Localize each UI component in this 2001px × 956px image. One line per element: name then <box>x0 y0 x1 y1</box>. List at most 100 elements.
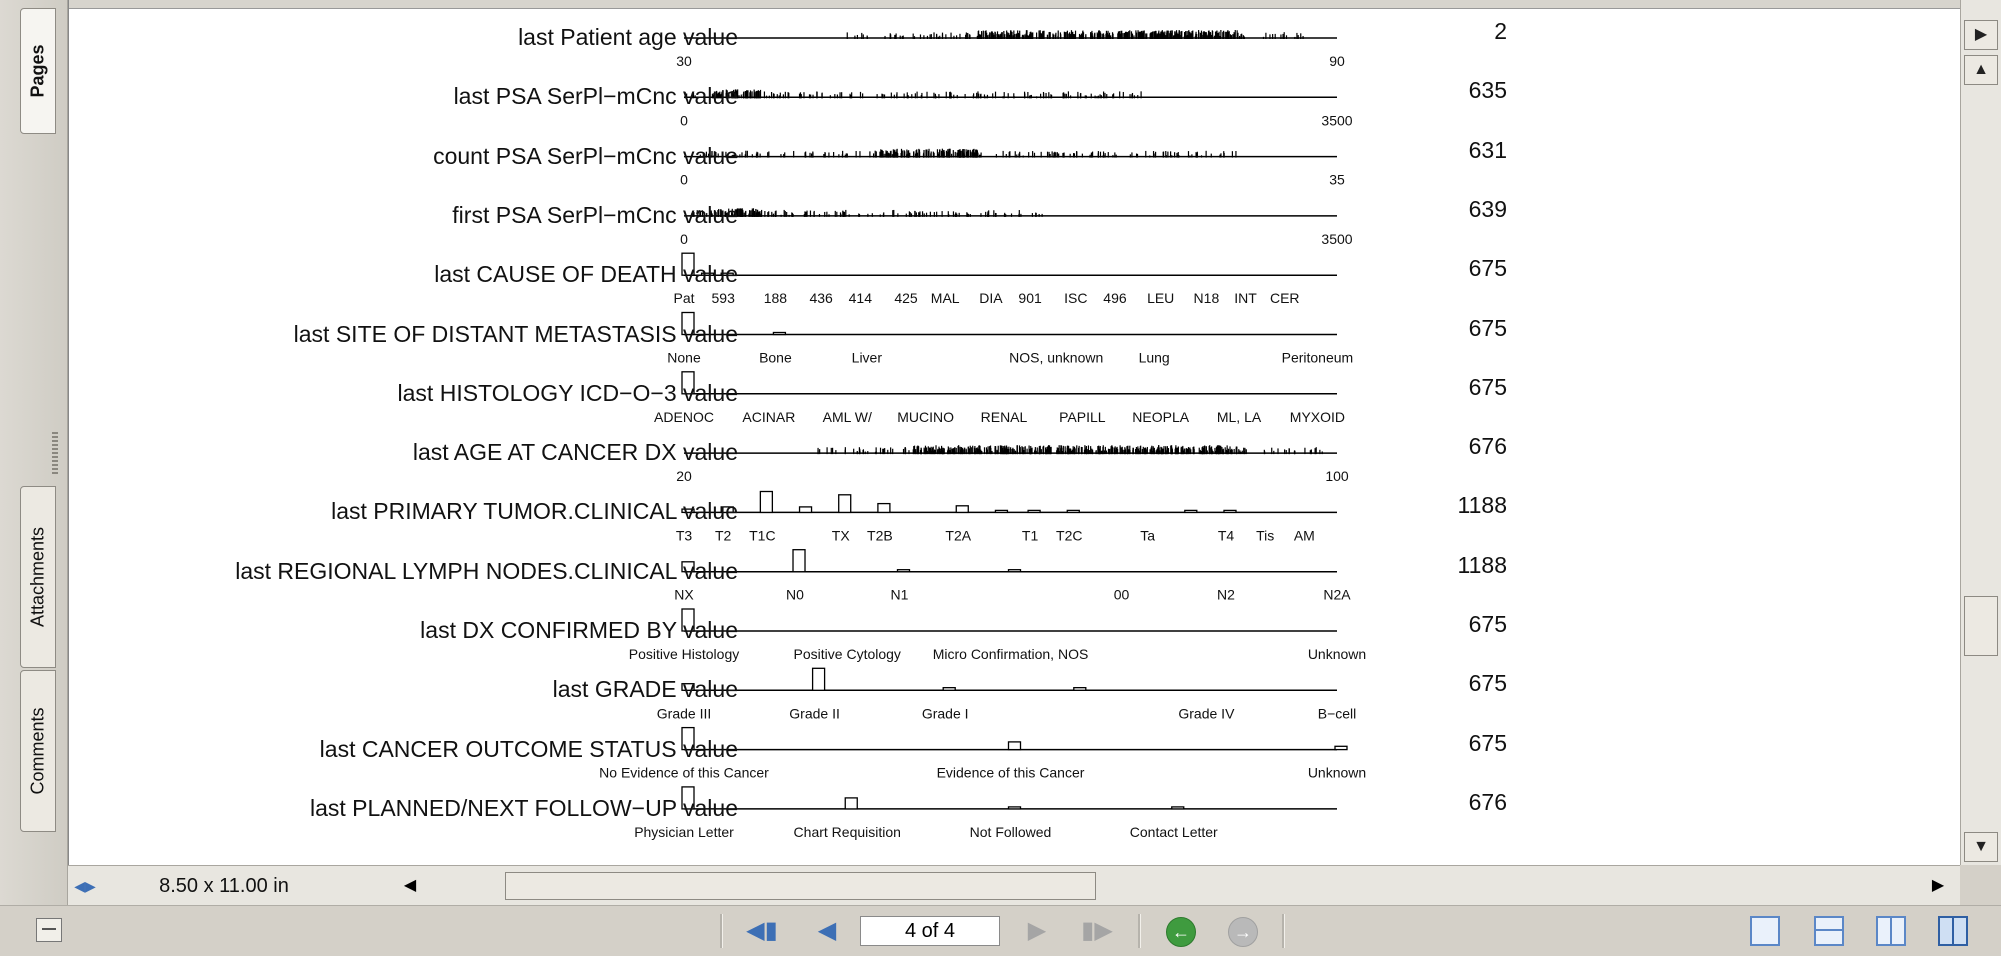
row-label: last Patient age value <box>518 24 738 50</box>
tick-label: T3 <box>676 527 693 543</box>
tick-label: 188 <box>764 290 788 306</box>
scroll-down-button[interactable]: ▼ <box>1964 832 1998 862</box>
tick-label: ACINAR <box>742 409 795 425</box>
tick-label: N2A <box>1323 587 1351 603</box>
page-number-field[interactable]: 4 of 4 <box>860 916 1000 946</box>
frequency-bar <box>720 506 734 514</box>
frequency-bar <box>1171 806 1185 810</box>
tick-label: MYXOID <box>1290 409 1345 425</box>
frequency-bar <box>1007 569 1022 573</box>
row-label: last HISTOLOGY ICD−O−3 value <box>397 379 738 406</box>
tick-label: 90 <box>1329 53 1345 69</box>
go-forward-icon[interactable]: → <box>1228 917 1258 947</box>
tick-label: T1 <box>1022 527 1039 543</box>
vertical-scroll-thumb[interactable] <box>1964 596 1998 656</box>
expand-panel-button[interactable]: ▶ <box>1964 20 1998 50</box>
row-count: 635 <box>1468 77 1507 104</box>
horizontal-scroll-thumb[interactable] <box>505 872 1096 900</box>
panel-resize-grip[interactable] <box>52 430 58 474</box>
tick-label: No Evidence of this Cancer <box>599 765 769 781</box>
frequency-bar <box>681 608 695 632</box>
go-back-icon[interactable]: ← <box>1166 917 1196 947</box>
tick-label: Unknown <box>1308 646 1366 662</box>
row-label: last DX CONFIRMED BY value <box>420 617 738 643</box>
variable-summary-plot: 30 90 0 3500 0 35 0 3500 Pat 593 188 436 414 425 MAL DI… <box>599 30 1366 840</box>
split-view-icon[interactable]: ◀▶ <box>74 878 96 894</box>
tick-label: N0 <box>786 587 804 603</box>
frequency-bar <box>681 508 695 514</box>
previous-page-icon[interactable]: ◀ <box>817 917 837 944</box>
tick-label: Unknown <box>1308 765 1366 781</box>
row-count: 675 <box>1468 729 1507 756</box>
tick-label: None <box>667 350 701 366</box>
next-page-icon[interactable]: ▶ <box>1027 917 1047 944</box>
tick-label: N2 <box>1217 587 1235 603</box>
tick-label: Positive Cytology <box>794 646 901 662</box>
tick-label: ADENOC <box>654 409 714 425</box>
tick-label: T2B <box>867 527 893 543</box>
row-label: last PSA SerPl−mCnc value <box>453 83 738 110</box>
page-size-label: 8.50 x 11.00 in <box>159 875 289 897</box>
tick-label: 593 <box>712 290 736 306</box>
scroll-up-button[interactable]: ▲ <box>1964 55 1998 85</box>
frequency-bar <box>772 331 787 336</box>
frequency-bar <box>681 371 695 395</box>
row-label: last CAUSE OF DEATH value <box>434 261 738 288</box>
row-label: last AGE AT CANCER DX value <box>412 439 738 466</box>
tick-label: 0 <box>680 172 688 188</box>
tick-label: NX <box>674 587 694 603</box>
tab-pages[interactable]: Pages <box>20 8 56 134</box>
tab-attachments[interactable]: Attachments <box>20 486 56 668</box>
row-count: 675 <box>1468 611 1507 637</box>
frequency-bar <box>1007 741 1022 751</box>
row-count: 676 <box>1468 433 1507 460</box>
row-label: last PLANNED/NEXT FOLLOW−UP value <box>310 794 738 821</box>
tick-label: Grade I <box>922 705 969 721</box>
document-viewport[interactable]: 30 90 0 3500 0 35 0 3500 Pat 593 188 436 414 425 MAL DI… <box>68 0 1961 865</box>
frequency-bar <box>896 569 911 573</box>
row-count: 675 <box>1468 373 1507 400</box>
row-label: last SITE OF DISTANT METASTASIS value <box>293 320 738 347</box>
frequency-bar <box>681 786 695 810</box>
frequency-bar <box>844 797 858 810</box>
frequency-bar <box>681 252 695 276</box>
tick-label: Grade IV <box>1178 705 1235 721</box>
facing-view-icon[interactable] <box>1876 916 1906 946</box>
tick-label: Liver <box>852 350 883 366</box>
row-count: 676 <box>1468 788 1507 815</box>
row-label: first PSA SerPl−mCnc value <box>452 201 738 228</box>
first-page-icon[interactable]: ◀▮ <box>746 917 778 944</box>
frequency-bar <box>1223 509 1237 514</box>
row-count: 675 <box>1468 314 1507 341</box>
vertical-scrollbar[interactable]: ▶ ▲ ▼ <box>1960 0 2001 865</box>
single-page-view-icon[interactable] <box>1750 916 1780 946</box>
tick-label: Chart Requisition <box>794 824 901 840</box>
row-count: 2 <box>1494 18 1507 44</box>
row-label: last PRIMARY TUMOR.CLINICAL value <box>331 498 738 525</box>
tick-label: INT <box>1234 290 1257 306</box>
row-count: 675 <box>1468 670 1507 697</box>
tick-label: Grade III <box>657 705 711 721</box>
tick-label: Physician Letter <box>634 824 734 840</box>
horizontal-scrollbar[interactable]: ◀▶ 8.50 x 11.00 in ◀ ▶ <box>68 865 1960 906</box>
last-page-icon[interactable]: ▮▶ <box>1081 917 1113 944</box>
tick-label: MUCINO <box>897 409 954 425</box>
tick-label: 35 <box>1329 172 1345 188</box>
tick-label: DIA <box>979 290 1003 306</box>
tick-label: ML, LA <box>1217 409 1262 425</box>
tick-label: Peritoneum <box>1282 350 1354 366</box>
tick-label: Ta <box>1140 527 1155 543</box>
frequency-bar <box>681 311 695 336</box>
scroll-left-button[interactable]: ◀ <box>403 877 417 894</box>
continuous-facing-view-icon[interactable] <box>1938 916 1968 946</box>
row-count: 1188 <box>1457 492 1507 519</box>
tick-label: 20 <box>676 468 692 484</box>
scroll-right-button[interactable]: ▶ <box>1931 877 1945 894</box>
continuous-view-icon[interactable] <box>1814 916 1844 946</box>
tick-label: Lung <box>1139 350 1170 366</box>
tick-label: PAPILL <box>1059 409 1106 425</box>
tab-comments[interactable]: Comments <box>20 670 56 832</box>
frequency-bar <box>798 506 813 514</box>
options-menu-icon[interactable] <box>36 918 62 942</box>
page-content: 30 90 0 3500 0 35 0 3500 Pat 593 188 436 414 425 MAL DI… <box>69 0 1961 865</box>
